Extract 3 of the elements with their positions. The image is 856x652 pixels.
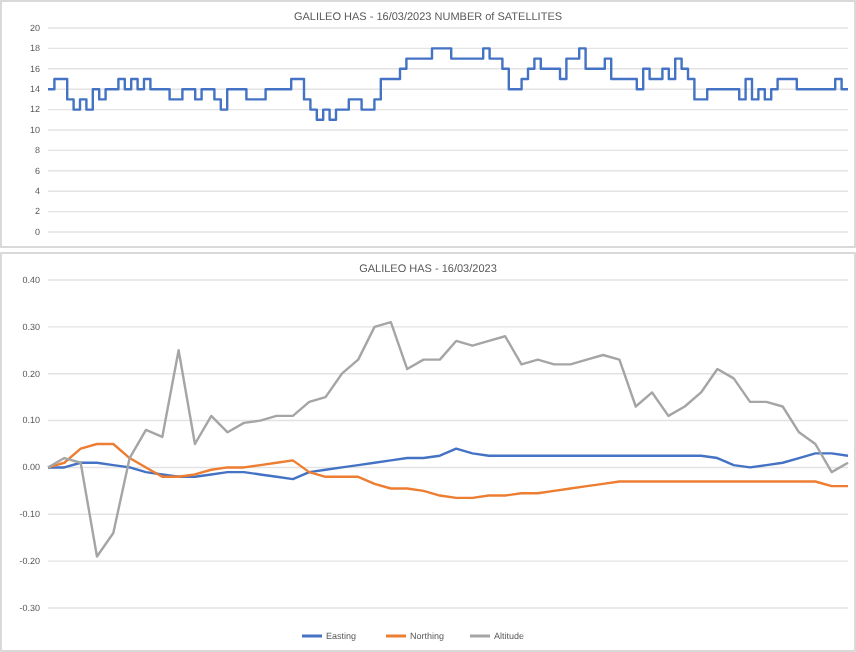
- line-series: [46, 442, 850, 500]
- line-series: [46, 320, 850, 558]
- line-series: [46, 447, 850, 481]
